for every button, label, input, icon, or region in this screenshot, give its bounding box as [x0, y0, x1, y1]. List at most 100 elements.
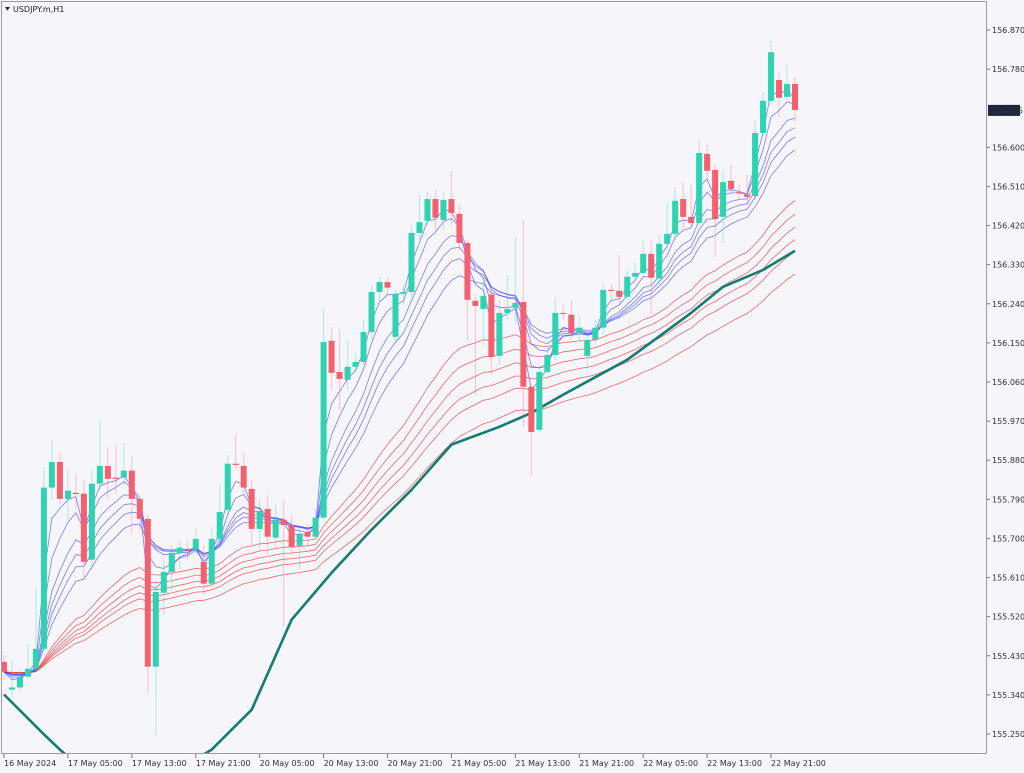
y-tick-label: 155.340: [992, 691, 1024, 700]
candle-body: [696, 152, 703, 223]
candle: [528, 384, 535, 475]
symbol-title: USDJPY.m,H1: [13, 5, 64, 14]
time-axis[interactable]: 16 May 2024 17 May 05:00 17 May 13:00 17 Ma…: [3, 754, 826, 768]
candle-body: [560, 312, 567, 315]
candle-body: [64, 490, 71, 499]
candles: [2, 40, 799, 735]
candle-body: [120, 470, 127, 478]
candle-body: [416, 222, 423, 233]
candle: [664, 202, 671, 250]
candle-body: [688, 216, 695, 223]
candle-body: [88, 483, 95, 560]
candle: [8, 659, 15, 697]
candle-body: [312, 517, 319, 537]
candle-body: [488, 294, 495, 357]
candle-body: [248, 488, 255, 529]
candle-body: [336, 372, 343, 379]
x-tick-label: 20 May 05:00: [260, 759, 315, 768]
candle-body: [392, 293, 399, 337]
candle-body: [448, 199, 455, 213]
candle: [288, 514, 295, 555]
candle: [616, 254, 623, 305]
candle: [464, 239, 471, 340]
short-ema-line: [3, 149, 796, 675]
candle: [552, 297, 559, 360]
y-tick-label: 155.880: [992, 456, 1024, 465]
y-tick-label: 156.330: [992, 261, 1024, 270]
candle: [408, 225, 415, 297]
candle: [760, 92, 767, 137]
candle-body: [224, 463, 231, 510]
candle-body: [104, 465, 111, 479]
candle: [272, 504, 279, 550]
candle: [688, 184, 695, 228]
candle-body: [632, 272, 639, 277]
candle: [224, 455, 231, 515]
candle-body: [272, 519, 279, 538]
candle: [368, 284, 375, 340]
candle-body: [256, 511, 263, 529]
candle-body: [304, 531, 311, 537]
candle: [32, 586, 39, 672]
candle: [768, 40, 775, 106]
candle-body: [616, 290, 623, 297]
candle-body: [568, 314, 575, 333]
candle-body: [664, 233, 671, 244]
candle: [280, 499, 287, 627]
price-axis[interactable]: 156.870 156.780 156.600 156.510 156.420 156.3…: [987, 26, 1024, 739]
candle-body: [48, 461, 55, 488]
candle-body: [368, 292, 375, 333]
long-ema-line: [3, 200, 796, 674]
candle-body: [512, 302, 519, 308]
candle-body: [520, 302, 527, 387]
symbol-header[interactable]: USDJPY.m,H1: [5, 5, 64, 14]
candle-body: [592, 327, 599, 340]
candle-body: [184, 548, 191, 551]
candle-body: [680, 199, 687, 217]
candle-body: [168, 552, 175, 572]
candle-body: [704, 153, 711, 171]
candle: [384, 277, 391, 295]
candle-body: [792, 83, 799, 110]
candle: [240, 451, 247, 495]
candle: [608, 284, 615, 300]
plot-area[interactable]: [1, 40, 799, 773]
y-tick-label: 155.790: [992, 495, 1024, 504]
candle: [304, 524, 311, 545]
candle: [256, 499, 263, 552]
candle: [88, 469, 95, 570]
x-tick-label: 21 May 21:00: [579, 759, 634, 768]
candle: [704, 144, 711, 180]
candle: [720, 169, 727, 243]
y-tick-label: 156.150: [992, 339, 1024, 348]
candle-body: [376, 282, 383, 293]
candle: [520, 219, 527, 427]
long-ema-line: [3, 226, 796, 674]
candle: [776, 73, 783, 118]
candle: [648, 239, 655, 315]
candle: [328, 326, 335, 390]
x-tick-label: 22 May 13:00: [707, 759, 762, 768]
candle-body: [288, 524, 295, 547]
candle-body: [768, 52, 775, 101]
y-tick-label: 155.970: [992, 417, 1024, 426]
x-tick-label: 20 May 13:00: [324, 759, 379, 768]
candle: [120, 442, 127, 485]
candle-body: [504, 308, 511, 313]
triangle-down-icon[interactable]: [5, 7, 10, 11]
candle-body: [72, 492, 79, 495]
candle: [320, 308, 327, 522]
x-tick-label: 22 May 05:00: [643, 759, 698, 768]
candle-body: [736, 192, 743, 194]
candle-body: [712, 169, 719, 220]
long-ema-line: [3, 239, 796, 674]
candle: [264, 494, 271, 555]
plot-border: [1, 1, 987, 754]
candle: [728, 164, 735, 196]
candle: [40, 466, 47, 652]
candle: [400, 284, 407, 305]
candle-body: [56, 461, 63, 499]
y-tick-label: 156.240: [992, 300, 1024, 309]
candle: [568, 299, 575, 340]
